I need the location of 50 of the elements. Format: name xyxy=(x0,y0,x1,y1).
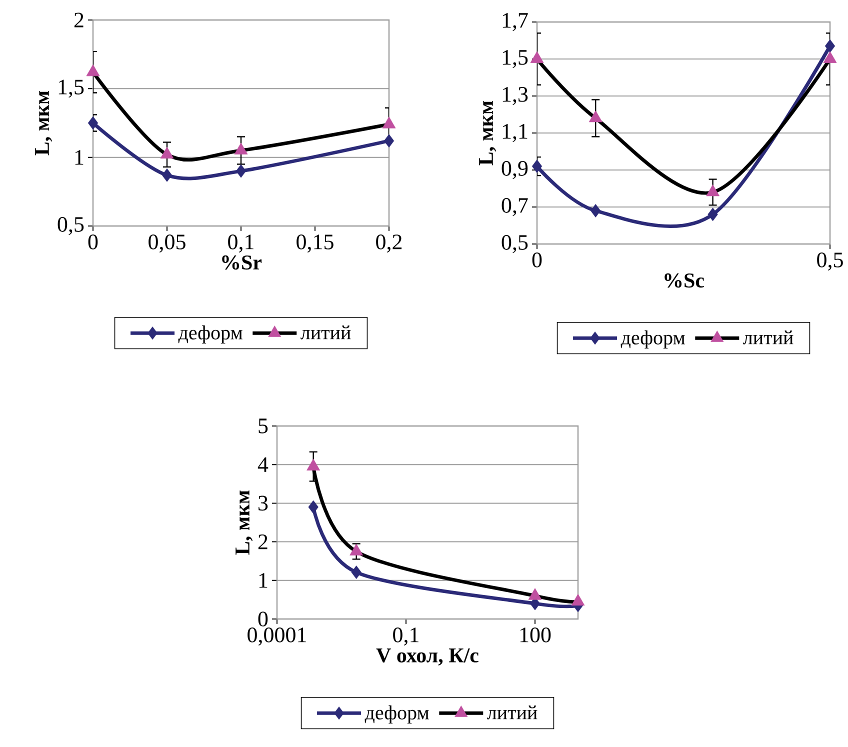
point xyxy=(590,204,601,218)
y-tick-label: 1,5 xyxy=(58,80,84,98)
x-tick-label: 0,05 xyxy=(148,234,186,253)
point xyxy=(382,116,396,128)
point xyxy=(86,64,100,76)
y-axis-title: L, мкм xyxy=(479,101,496,166)
y-axis-title: L, мкм xyxy=(35,91,52,156)
point xyxy=(532,160,542,173)
y-tick-label: 0,7 xyxy=(502,198,528,216)
point xyxy=(588,110,602,122)
y-tick-label: 5 xyxy=(258,418,268,434)
legend-label: литий xyxy=(487,705,538,720)
x-tick-label: 0,0001 xyxy=(248,628,306,646)
legend-label: деформ xyxy=(178,325,242,344)
y-tick-label: 3 xyxy=(258,496,268,511)
y-tick-label: 0 xyxy=(258,612,268,626)
y-tick-label: 2 xyxy=(258,534,268,550)
point xyxy=(708,208,718,222)
x-tick-label: 0,1 xyxy=(393,628,418,646)
legend-label: литий xyxy=(300,325,351,340)
x-tick-label: 0,1 xyxy=(228,234,254,253)
x-tick-label: 0,2 xyxy=(376,234,402,253)
point xyxy=(88,116,98,130)
y-tick-label: 1,5 xyxy=(502,50,528,68)
legend-label: деформ xyxy=(620,330,685,349)
y-axis-title: L, мкм xyxy=(236,490,253,555)
x-tick-label: 0,15 xyxy=(296,234,334,253)
y-tick-label: 1 xyxy=(75,150,84,165)
legend-label: деформ xyxy=(364,705,429,724)
point xyxy=(160,146,174,159)
y-tick-label: 1,7 xyxy=(502,13,528,31)
y-tick-label: 1,1 xyxy=(502,124,528,142)
y-tick-label: 0,9 xyxy=(502,160,528,180)
legend-label: литий xyxy=(743,330,794,344)
y-tick-label: 1,3 xyxy=(502,87,528,105)
y-tick-label: 1 xyxy=(259,573,268,588)
x-tick-label: 100 xyxy=(520,628,551,642)
y-tick-label: 0,5 xyxy=(58,216,84,236)
point xyxy=(823,51,837,63)
x-tick-label: 0 xyxy=(88,234,98,250)
point xyxy=(236,164,246,178)
x-axis-title: %Sc xyxy=(664,273,704,288)
y-tick-label: 4 xyxy=(258,457,268,472)
point xyxy=(530,51,544,63)
x-axis-title: V охол, К/с xyxy=(376,648,478,666)
point xyxy=(162,168,172,182)
y-tick-label: 2 xyxy=(74,12,84,28)
point xyxy=(384,134,394,148)
point xyxy=(234,142,248,154)
x-axis-title: %Sr xyxy=(222,255,262,270)
